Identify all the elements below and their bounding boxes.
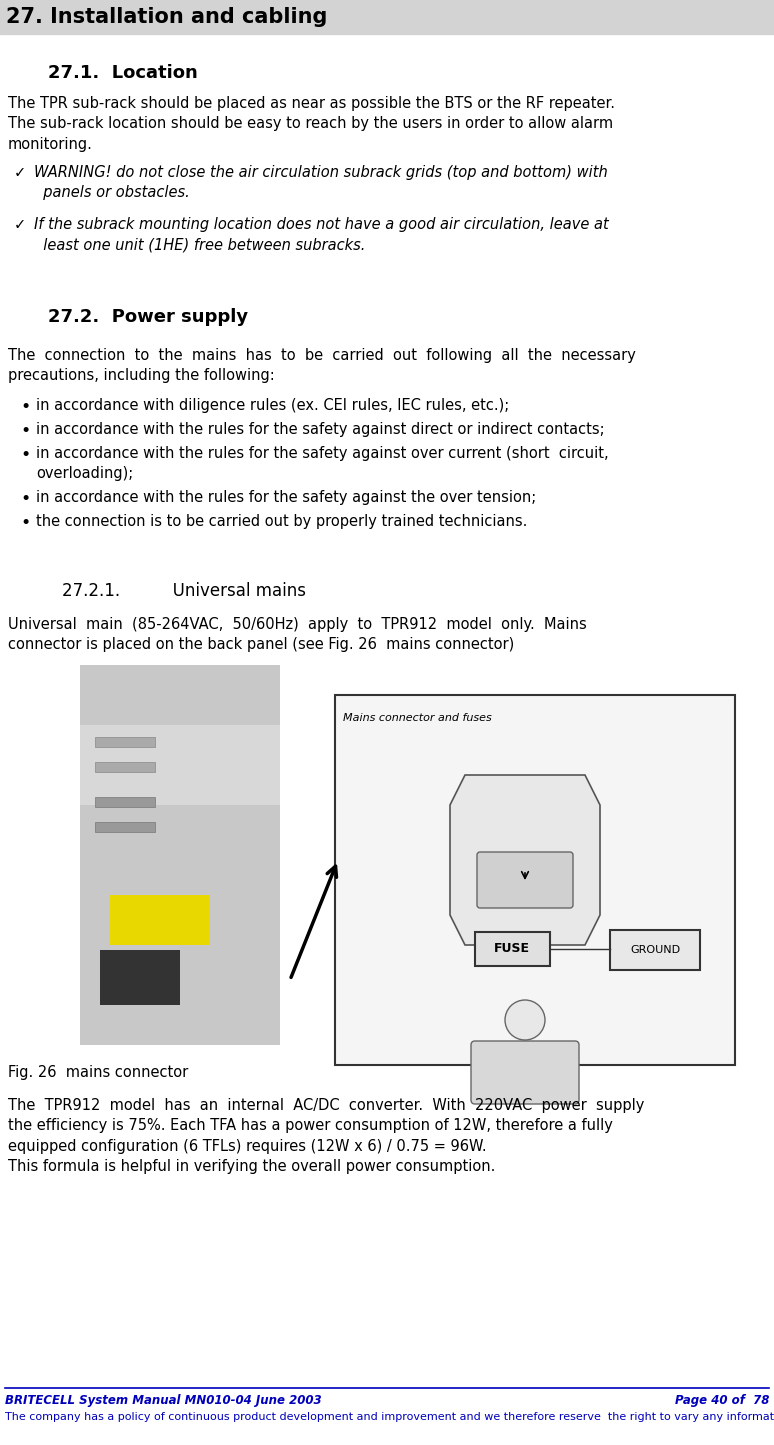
Text: 27.2.1.          Universal mains: 27.2.1. Universal mains [62, 582, 306, 600]
Polygon shape [450, 775, 600, 945]
Text: The  TPR912  model  has  an  internal  AC/DC  converter.  With  220VAC  power  s: The TPR912 model has an internal AC/DC c… [8, 1098, 645, 1175]
Bar [0, 0, 774, 35]
Text: 27.1.  Location: 27.1. Location [48, 64, 197, 82]
Text: •: • [20, 514, 30, 532]
Text: The company has a policy of continuous product development and improvement and w: The company has a policy of continuous p… [5, 1412, 774, 1422]
Text: in accordance with the rules for the safety against direct or indirect contacts;: in accordance with the rules for the saf… [36, 422, 604, 436]
Bar [100, 949, 180, 1006]
Bar [475, 932, 550, 967]
Text: Universal  main  (85-264VAC,  50/60Hz)  apply  to  TPR912  model  only.  Mains
c: Universal main (85-264VAC, 50/60Hz) appl… [8, 617, 587, 652]
Text: •: • [20, 397, 30, 416]
Text: in accordance with the rules for the safety against the over tension;: in accordance with the rules for the saf… [36, 490, 536, 504]
Text: 27. Installation and cabling: 27. Installation and cabling [6, 7, 327, 27]
Text: ✓: ✓ [14, 217, 26, 233]
Text: in accordance with the rules for the safety against over current (short  circuit: in accordance with the rules for the saf… [36, 447, 608, 481]
Text: GROUND: GROUND [630, 945, 680, 955]
Bar [95, 798, 155, 806]
Text: FUSE: FUSE [494, 942, 530, 955]
Bar [95, 822, 155, 832]
Text: •: • [20, 447, 30, 464]
Text: The TPR sub-rack should be placed as near as possible the BTS or the RF repeater: The TPR sub-rack should be placed as nea… [8, 95, 615, 152]
Text: •: • [20, 490, 30, 509]
Text: in accordance with diligence rules (ex. CEI rules, IEC rules, etc.);: in accordance with diligence rules (ex. … [36, 397, 509, 413]
Circle shape [505, 1000, 545, 1040]
Text: Fig. 26  mains connector: Fig. 26 mains connector [8, 1065, 188, 1079]
FancyBboxPatch shape [477, 853, 573, 907]
FancyBboxPatch shape [80, 665, 280, 1045]
Text: the connection is to be carried out by properly trained technicians.: the connection is to be carried out by p… [36, 514, 527, 529]
FancyBboxPatch shape [471, 1040, 579, 1104]
Text: Page 40 of  78: Page 40 of 78 [675, 1394, 769, 1407]
Bar [95, 737, 155, 747]
Text: •: • [20, 422, 30, 439]
Text: If the subrack mounting location does not have a good air circulation, leave at
: If the subrack mounting location does no… [34, 217, 608, 253]
Text: 27.2.  Power supply: 27.2. Power supply [48, 308, 248, 327]
Bar [95, 762, 155, 772]
Bar [610, 931, 700, 970]
Text: Mains connector and fuses: Mains connector and fuses [343, 712, 491, 722]
Bar [80, 725, 280, 805]
Text: ✓: ✓ [14, 165, 26, 181]
Text: The  connection  to  the  mains  has  to  be  carried  out  following  all  the : The connection to the mains has to be ca… [8, 348, 636, 383]
Text: WARNING! do not close the air circulation subrack grids (top and bottom) with
  : WARNING! do not close the air circulatio… [34, 165, 608, 201]
Bar [335, 695, 735, 1065]
Bar [110, 894, 210, 945]
Text: BRITECELL System Manual MN010-04 June 2003: BRITECELL System Manual MN010-04 June 20… [5, 1394, 322, 1407]
